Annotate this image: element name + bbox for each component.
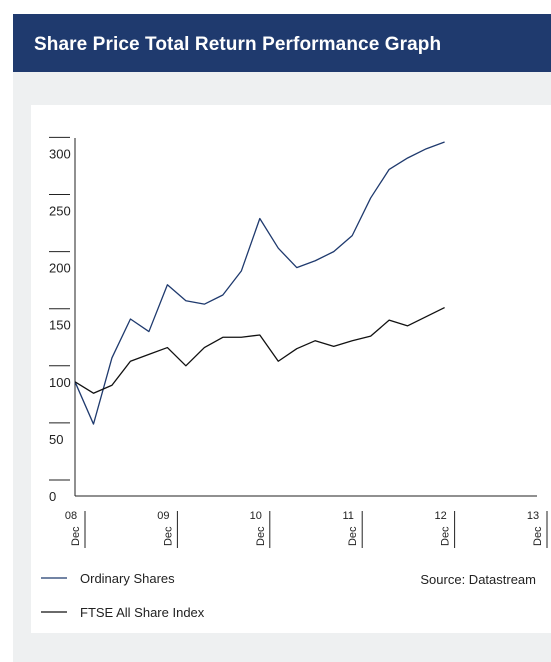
x-tick-month: Dec — [255, 526, 267, 546]
x-tick-month: Dec — [532, 526, 544, 546]
source-note: Source: Datastream — [420, 572, 536, 587]
y-tick-label: 100 — [49, 375, 71, 390]
y-tick-label: 300 — [49, 146, 71, 161]
x-tick-month: Dec — [440, 526, 452, 546]
x-tick-year: 12 — [434, 510, 446, 522]
header-bar: Share Price Total Return Performance Gra… — [13, 14, 551, 72]
y-tick-label: 250 — [49, 204, 71, 219]
chart-card — [31, 105, 551, 633]
y-tick-label: 0 — [49, 489, 56, 504]
x-tick-month: Dec — [347, 526, 359, 546]
x-tick-year: 11 — [342, 510, 353, 522]
series-lines — [74, 141, 445, 425]
x-tick-year: 13 — [527, 510, 539, 522]
legend-label-ftse: FTSE All Share Index — [80, 605, 205, 620]
y-tick-label: 200 — [49, 261, 71, 276]
page-title: Share Price Total Return Performance Gra… — [34, 34, 442, 55]
x-tick-year: 09 — [157, 510, 169, 522]
legend-label-ordinary: Ordinary Shares — [80, 571, 175, 586]
x-tick-year: 10 — [250, 510, 262, 522]
x-tick-year: 08 — [65, 510, 77, 522]
ftse-all-share-line — [74, 306, 445, 394]
x-tick-month: Dec — [70, 526, 82, 546]
ordinary-shares-line — [74, 141, 445, 425]
y-tick-label: 50 — [49, 432, 63, 447]
x-axis: 08 Dec 09 Dec 10 Dec 11 Dec 12 Dec 13 Dec — [65, 495, 548, 548]
y-axis: 0 50 100 150 200 250 300 — [49, 136, 76, 504]
legend: Ordinary Shares FTSE All Share Index Sou… — [41, 571, 536, 620]
y-tick-label: 150 — [49, 318, 71, 333]
x-tick-month: Dec — [162, 526, 174, 546]
